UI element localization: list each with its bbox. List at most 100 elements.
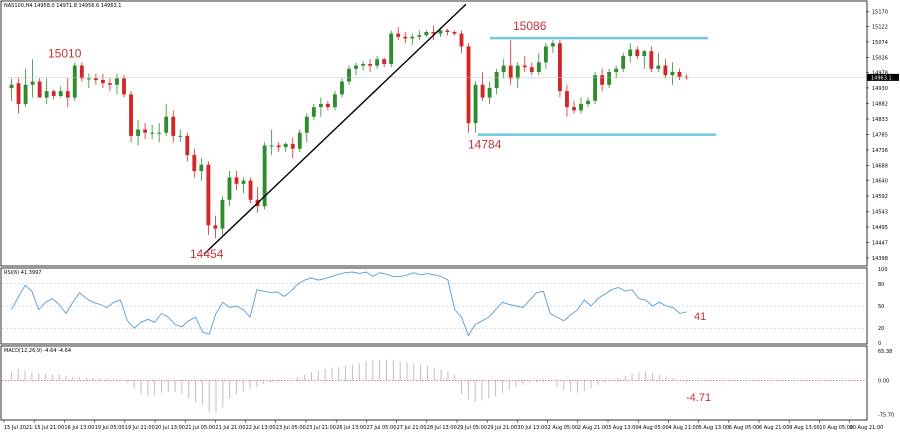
price-tick-label: 14592 (872, 194, 888, 200)
candle-body (185, 135, 190, 156)
time-tick-label: 19 Jul 21:00 (125, 425, 155, 431)
candle-body (340, 81, 344, 95)
time-tick-label: 29 Jul 21:00 (487, 425, 517, 431)
time-tick-label: 9 Aug 13:00 (789, 425, 820, 431)
candle-body (382, 59, 387, 64)
candle-body (51, 91, 56, 96)
candle-body (600, 75, 605, 85)
candle-body (480, 84, 485, 98)
candle-body (410, 36, 415, 39)
candle-body (375, 59, 380, 66)
candle-body (79, 65, 84, 79)
price-tick-label: 14833 (872, 117, 888, 123)
candle-body (550, 43, 555, 47)
time-tick-label: 21 Jul 21:00 (215, 425, 245, 431)
candle-body (354, 65, 358, 69)
time-axis: 15 Jul 2021 15 Jul 21:00 16 Jul 13:00 19 Ju… (3, 420, 883, 431)
candle-body (656, 65, 661, 69)
candle-body (199, 164, 204, 172)
time-tick-label: 20 Jul 13:00 (155, 425, 185, 431)
candle-body (58, 91, 63, 96)
candle-body (396, 33, 401, 37)
macd-histogram (10, 359, 688, 413)
time-tick-label: 16 Jul 13:00 (64, 425, 94, 431)
candle-body (150, 132, 155, 134)
candle-body (213, 225, 218, 229)
annotation-15086: 15086 (513, 19, 547, 33)
price-tick-label: 14688 (872, 163, 888, 169)
candle-body (635, 49, 640, 57)
time-tick-label: 6 Aug 21:00 (759, 425, 790, 431)
candle-body (403, 36, 408, 39)
time-tick-label: 23 Jul 05:00 (276, 425, 306, 431)
candle-body (579, 103, 583, 111)
time-tick-label: 15 Jul 21:00 (34, 425, 64, 431)
candle-body (572, 107, 576, 111)
candle-body (30, 81, 35, 85)
candle-body (23, 84, 28, 104)
price-tick-label: 15170 (872, 9, 888, 15)
candle-body (473, 84, 478, 124)
macd-header: MACD(12,26,9) -4.64 -4.64 (4, 348, 71, 354)
candle-body (445, 30, 450, 33)
candle-body (670, 71, 675, 76)
candle-body (677, 71, 682, 77)
candle-body (192, 155, 197, 172)
main-price-panel: NAS100,H4 14958.0 14971.8 14956.6 14963.… (0, 0, 899, 267)
time-tick-label: 4 Aug 05:00 (638, 425, 669, 431)
candle-body (607, 71, 612, 85)
candle-body (171, 116, 176, 136)
candle-body (297, 132, 302, 149)
price-tick-label: 14736 (872, 148, 888, 154)
current-price-label: 14963.1 (871, 75, 892, 81)
rsi-tick-label: 80 (878, 282, 884, 288)
candle-body (452, 32, 457, 34)
annotation-14784: 14784 (468, 138, 502, 152)
candle-body (368, 63, 373, 66)
symbol-header: NAS100,H4 14958.0 14971.8 14956.6 14963.… (4, 3, 121, 9)
candle-body (311, 107, 316, 117)
candle-body (129, 94, 133, 136)
candle-body (501, 65, 506, 72)
candle-body (565, 91, 569, 108)
candle-body (108, 83, 112, 85)
candle-body (347, 68, 351, 82)
time-tick-label: 4 Aug 21:00 (668, 425, 699, 431)
price-tick-label: 14785 (872, 132, 888, 138)
rsi-panel-frame (0, 267, 868, 345)
time-tick-label: 27 Jul 05:00 (366, 425, 396, 431)
candle-body (614, 68, 619, 72)
price-tick-label: 14543 (872, 210, 888, 216)
candle-body (642, 51, 647, 57)
candle-body (459, 33, 464, 47)
candle-body (389, 33, 394, 64)
price-axis: 15170 15122 15074 15026 14978 14930 14882 14833… (866, 9, 888, 262)
candle-body (628, 49, 633, 57)
time-tick-label: 10 Aug 05:00 (819, 425, 853, 431)
candle-body (220, 199, 225, 229)
candle-body (333, 94, 337, 108)
candlestick-series (9, 25, 689, 239)
rsi-tick-label: 0 (878, 341, 881, 347)
candle-body (65, 91, 70, 98)
candle-body (361, 63, 365, 66)
macd-panel-frame (0, 345, 868, 421)
price-tick-label: 14640 (872, 179, 888, 185)
candle-body (164, 116, 169, 133)
rsi-tick-label: 20 (878, 326, 884, 332)
time-tick-label: 2 Aug 05:00 (548, 425, 579, 431)
time-tick-label: 3 Aug 13:00 (608, 425, 639, 431)
candle-body (227, 177, 232, 200)
price-tick-label: 14978 (872, 71, 888, 77)
candle-body (115, 78, 119, 85)
candle-body (283, 143, 288, 148)
candle-body (44, 91, 49, 98)
rsi-tick-label: 50 (878, 304, 884, 310)
candle-body (529, 67, 534, 72)
candle-body (9, 84, 14, 88)
candle-body (157, 132, 162, 134)
candle-body (304, 116, 309, 133)
candle-body (86, 78, 91, 80)
